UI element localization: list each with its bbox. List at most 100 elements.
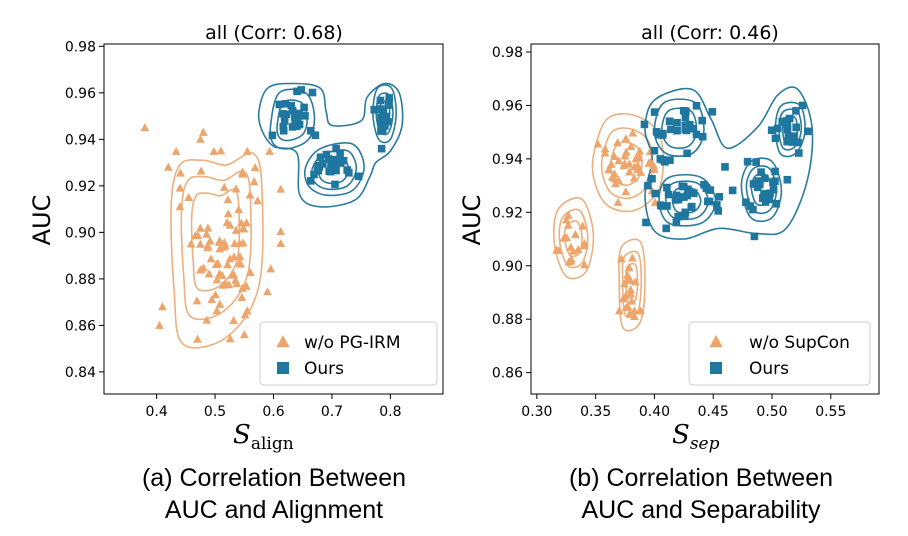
point-square [681,208,690,217]
chart-b-legend-label-1: w/o SupCon [749,333,850,353]
chart-b-legend-marker-blue [710,362,722,374]
point-square [331,180,339,189]
point-square [698,132,707,141]
y-tick-label: 0.86 [492,366,523,382]
point-triangle [217,270,227,279]
point-square [760,190,768,198]
point-triangle [225,220,235,229]
point-triangle [237,292,247,301]
point-triangle [625,309,635,318]
panel-a: all (Corr: 0.68) 0.84 0.86 0.88 0.90 0.92 0.9… [28,22,444,454]
chart-b-y-axis: 0.86 0.88 0.90 0.92 0.94 0.96 0.98 [492,45,531,382]
point-triangle [211,259,221,268]
y-tick-label: 0.92 [492,205,523,221]
point-triangle [628,128,638,137]
point-square [778,117,787,126]
point-square [650,108,659,116]
density-contour [618,238,646,332]
point-triangle [253,196,263,205]
point-square [301,112,309,120]
point-triangle [205,236,215,245]
point-triangle [629,173,639,182]
point-triangle [650,164,659,174]
y-tick-label: 0.94 [65,132,96,148]
y-tick-label: 0.98 [492,45,523,61]
point-square [326,167,335,176]
chart-a-y-axis: 0.84 0.86 0.88 0.90 0.92 0.94 0.96 0.98 [65,39,104,381]
point-triangle [235,258,244,267]
point-square [766,189,774,198]
point-triangle [202,315,212,324]
y-tick-label: 0.94 [492,152,523,168]
point-triangle [619,279,629,288]
point-triangle [636,167,646,176]
point-square [315,161,323,170]
point-triangle [624,159,634,168]
point-square [749,180,758,188]
chart-a-points [140,86,393,343]
y-tick-label: 0.88 [65,272,96,288]
point-triangle [249,177,259,186]
point-square [288,106,297,115]
chart-b-legend-box [688,321,871,386]
y-tick-label: 0.88 [492,312,523,328]
point-triangle [644,158,654,167]
point-square [682,107,690,116]
point-triangle [225,334,235,343]
point-triangle [613,138,622,147]
point-triangle [614,306,624,315]
point-square [648,174,656,183]
point-triangle [562,233,572,242]
point-triangle [223,209,233,218]
point-triangle [631,277,640,286]
x-tick-label: 0.30 [521,404,552,420]
point-triangle [265,146,274,155]
caption-a-line-1: (a) Correlation Between [141,464,406,492]
point-triangle [212,306,222,315]
point-triangle [634,153,644,162]
point-triangle [238,167,247,176]
point-triangle [220,279,230,288]
point-triangle [186,239,196,248]
point-square [792,107,800,115]
point-square [688,124,697,133]
point-square [295,109,304,118]
x-tick-label: 0.8 [379,404,401,420]
point-triangle [276,184,286,193]
point-square [683,149,691,158]
caption-a: (a) Correlation Between AUC and Alignmen… [94,462,454,526]
point-square [673,118,681,127]
point-triangle [621,291,631,300]
point-triangle [215,236,225,245]
point-square [698,116,706,125]
point-triangle [606,159,616,168]
point-square [379,110,387,119]
point-triangle [636,306,645,315]
point-square [293,116,302,124]
y-tick-label: 0.86 [65,318,96,334]
density-contour [644,86,814,240]
point-square [310,170,318,179]
point-triangle [578,221,587,230]
point-square [650,146,659,155]
point-square [692,101,701,110]
point-triangle [563,210,573,219]
point-square [324,155,333,163]
point-triangle [621,134,631,143]
point-square [753,183,762,192]
point-triangle [563,220,573,229]
point-triangle [623,270,632,279]
point-square [680,182,688,191]
point-triangle [635,146,645,155]
point-square [715,192,724,201]
point-triangle [202,229,211,238]
point-triangle [630,311,639,320]
point-triangle [617,254,626,263]
point-square [384,101,393,109]
x-tick-label: 0.50 [756,404,787,420]
point-square [288,123,297,131]
y-tick-label: 0.96 [65,86,96,102]
point-square [661,158,669,166]
y-tick-label: 0.98 [65,39,96,55]
point-square [795,149,803,157]
